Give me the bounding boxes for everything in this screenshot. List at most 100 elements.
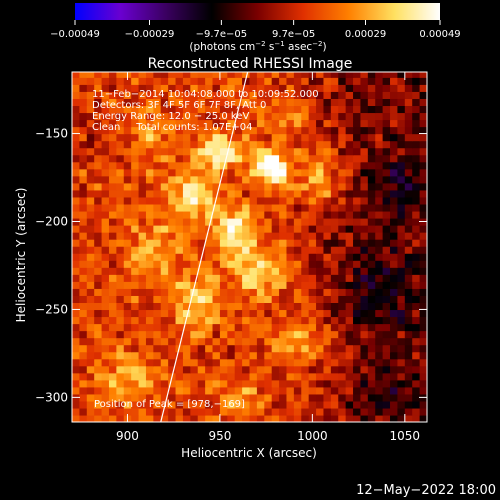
- heatmap-cell: [168, 98, 177, 107]
- heatmap-cell: [212, 344, 221, 353]
- heatmap-cell: [101, 77, 110, 85]
- heatmap-cell: [242, 393, 251, 402]
- heatmap-cell: [301, 337, 310, 346]
- heatmap-cell: [360, 119, 369, 128]
- heatmap-cell: [293, 147, 302, 156]
- heatmap-cell: [271, 232, 280, 240]
- heatmap-cell: [138, 175, 147, 184]
- heatmap-cell: [323, 302, 332, 311]
- heatmap-cell: [175, 133, 184, 142]
- heatmap-cell: [197, 323, 206, 332]
- heatmap-cell: [271, 344, 280, 353]
- heatmap-cell: [145, 379, 154, 388]
- heatmap-cell: [79, 72, 88, 78]
- heatmap-cell: [79, 232, 88, 240]
- heatmap-cell: [182, 253, 191, 261]
- heatmap-cell: [219, 400, 228, 409]
- heatmap-cell: [279, 246, 288, 254]
- heatmap-cell: [316, 154, 325, 163]
- heatmap-cell: [249, 295, 258, 304]
- heatmap-cell: [242, 295, 251, 304]
- heatmap-cell: [101, 414, 110, 422]
- heatmap-cell: [375, 246, 384, 254]
- heatmap-cell: [323, 316, 332, 325]
- heatmap-cell: [94, 217, 103, 226]
- heatmap-cell: [116, 175, 125, 184]
- heatmap-cell: [153, 225, 162, 233]
- heatmap-cell: [360, 323, 369, 332]
- heatmap-cell: [264, 386, 273, 395]
- heatmap-cell: [79, 161, 88, 170]
- heatmap-cell: [182, 365, 191, 374]
- heatmap-cell: [234, 393, 243, 402]
- heatmap-cell: [168, 344, 177, 353]
- heatmap-cell: [397, 77, 406, 85]
- heatmap-cell: [145, 281, 154, 289]
- heatmap-cell: [101, 267, 110, 275]
- heatmap-cell: [86, 351, 95, 360]
- heatmap-cell: [212, 91, 221, 99]
- heatmap-cell: [397, 295, 406, 304]
- heatmap-cell: [286, 77, 295, 85]
- heatmap-cell: [279, 182, 288, 191]
- heatmap-cell: [353, 351, 362, 360]
- heatmap-cell: [108, 182, 117, 191]
- heatmap-cell: [412, 232, 421, 240]
- heatmap-cell: [175, 203, 184, 212]
- heatmap-cell: [145, 225, 154, 233]
- heatmap-cell: [308, 133, 317, 142]
- heatmap-cell: [182, 175, 191, 184]
- heatmap-cell: [330, 386, 339, 395]
- heatmap-cell: [249, 161, 258, 170]
- heatmap-cell: [279, 316, 288, 325]
- heatmap-cell: [301, 295, 310, 304]
- heatmap-cell: [367, 246, 376, 254]
- heatmap-cell: [219, 253, 228, 261]
- heatmap-cell: [197, 161, 206, 170]
- heatmap-cell: [175, 210, 184, 219]
- heatmap-cell: [72, 147, 80, 156]
- heatmap-cell: [316, 295, 325, 304]
- heatmap-cell: [145, 386, 154, 395]
- heatmap-cell: [375, 72, 384, 78]
- heatmap-cell: [412, 133, 421, 142]
- heatmap-cell: [116, 210, 125, 219]
- heatmap-cell: [397, 84, 406, 92]
- heatmap-cell: [397, 344, 406, 353]
- heatmap-cell: [316, 239, 325, 247]
- heatmap-cell: [227, 400, 236, 409]
- heatmap-cell: [190, 98, 199, 107]
- heatmap-cell: [353, 400, 362, 409]
- heatmap-cell: [345, 379, 354, 388]
- heatmap-cell: [419, 372, 427, 381]
- heatmap-cell: [227, 407, 236, 416]
- heatmap-cell: [219, 210, 228, 219]
- heatmap-cell: [72, 126, 80, 135]
- heatmap-cell: [182, 246, 191, 254]
- heatmap-cell: [145, 365, 154, 374]
- heatmap-cell: [286, 232, 295, 240]
- heatmap-cell: [205, 147, 214, 156]
- heatmap-cell: [86, 77, 95, 85]
- heatmap-cell: [345, 161, 354, 170]
- heatmap-cell: [271, 337, 280, 346]
- heatmap-cell: [404, 274, 413, 282]
- heatmap-cell: [234, 140, 243, 149]
- heatmap-cell: [249, 210, 258, 219]
- heatmap-cell: [286, 309, 295, 318]
- heatmap-cell: [382, 119, 391, 128]
- heatmap-cell: [153, 161, 162, 170]
- heatmap-cell: [367, 182, 376, 191]
- heatmap-cell: [168, 133, 177, 142]
- heatmap-cell: [205, 154, 214, 163]
- heatmap-cell: [197, 154, 206, 163]
- heatmap-cell: [323, 225, 332, 233]
- heatmap-cell: [79, 239, 88, 247]
- heatmap-cell: [286, 372, 295, 381]
- heatmap-cell: [116, 246, 125, 254]
- heatmap-cell: [412, 274, 421, 282]
- heatmap-cell: [72, 316, 80, 325]
- heatmap-cell: [212, 372, 221, 381]
- heatmap-cell: [390, 351, 399, 360]
- heatmap-cell: [219, 119, 228, 128]
